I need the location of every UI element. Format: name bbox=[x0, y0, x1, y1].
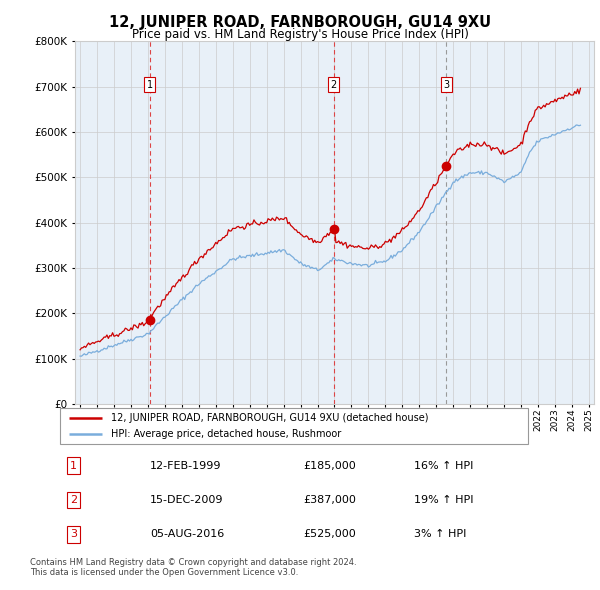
Text: 2: 2 bbox=[331, 80, 337, 90]
Text: 16% ↑ HPI: 16% ↑ HPI bbox=[414, 461, 473, 471]
Text: £185,000: £185,000 bbox=[303, 461, 356, 471]
FancyBboxPatch shape bbox=[60, 408, 528, 444]
Text: Contains HM Land Registry data © Crown copyright and database right 2024.
This d: Contains HM Land Registry data © Crown c… bbox=[30, 558, 356, 577]
Text: 12-FEB-1999: 12-FEB-1999 bbox=[150, 461, 221, 471]
Text: 3: 3 bbox=[70, 529, 77, 539]
Text: 1: 1 bbox=[147, 80, 153, 90]
Text: Price paid vs. HM Land Registry's House Price Index (HPI): Price paid vs. HM Land Registry's House … bbox=[131, 28, 469, 41]
Text: 3: 3 bbox=[443, 80, 449, 90]
Text: 12, JUNIPER ROAD, FARNBOROUGH, GU14 9XU (detached house): 12, JUNIPER ROAD, FARNBOROUGH, GU14 9XU … bbox=[112, 413, 429, 423]
Text: 19% ↑ HPI: 19% ↑ HPI bbox=[414, 495, 473, 505]
Text: 2: 2 bbox=[70, 495, 77, 505]
Text: 05-AUG-2016: 05-AUG-2016 bbox=[150, 529, 224, 539]
Text: 12, JUNIPER ROAD, FARNBOROUGH, GU14 9XU: 12, JUNIPER ROAD, FARNBOROUGH, GU14 9XU bbox=[109, 15, 491, 30]
Text: 3% ↑ HPI: 3% ↑ HPI bbox=[414, 529, 466, 539]
Text: 15-DEC-2009: 15-DEC-2009 bbox=[150, 495, 223, 505]
Text: 1: 1 bbox=[70, 461, 77, 471]
Text: HPI: Average price, detached house, Rushmoor: HPI: Average price, detached house, Rush… bbox=[112, 429, 342, 439]
Text: £387,000: £387,000 bbox=[303, 495, 356, 505]
Text: £525,000: £525,000 bbox=[303, 529, 356, 539]
